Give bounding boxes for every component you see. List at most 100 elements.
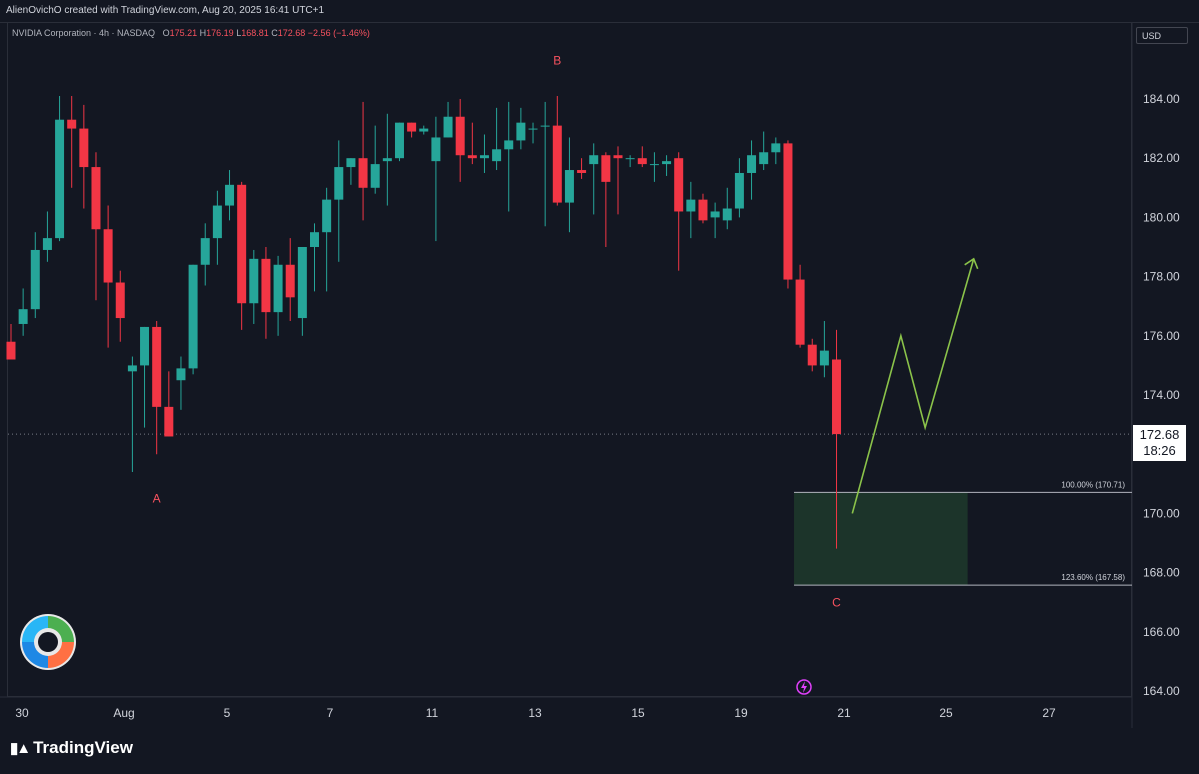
candle-body[interactable] — [334, 167, 344, 200]
candle-body[interactable] — [504, 140, 514, 150]
candle-body[interactable] — [407, 122, 417, 132]
candle-body[interactable] — [261, 258, 271, 313]
candle-body[interactable] — [528, 128, 538, 130]
candle-body[interactable] — [747, 155, 757, 173]
change-value: −2.56 (−1.46%) — [307, 28, 370, 38]
candle-body[interactable] — [273, 264, 283, 313]
candle-body[interactable] — [115, 282, 125, 319]
candle-body[interactable] — [18, 309, 28, 324]
x-tick-label: 13 — [528, 706, 542, 720]
candle-body[interactable] — [674, 158, 684, 212]
projection-path-line[interactable] — [851, 258, 975, 514]
candle-body[interactable] — [819, 350, 829, 366]
candle-body[interactable] — [686, 199, 696, 212]
tradingview-brand[interactable]: ▮▲ TradingView — [10, 738, 133, 758]
candle-body[interactable] — [152, 326, 162, 407]
x-tick-label: 19 — [734, 706, 748, 720]
candle-body[interactable] — [55, 119, 65, 239]
candle-body[interactable] — [419, 128, 429, 132]
candle-body[interactable] — [564, 170, 574, 203]
close-value: 172.68 — [277, 28, 306, 38]
candle-body[interactable] — [394, 122, 404, 159]
candle-body[interactable] — [42, 238, 52, 250]
candle-body[interactable] — [103, 229, 113, 283]
candle-body[interactable] — [613, 155, 623, 159]
candle-body[interactable] — [649, 164, 659, 166]
candle-body[interactable] — [552, 125, 562, 203]
candle-body[interactable] — [698, 199, 708, 221]
currency-button[interactable]: USD — [1136, 27, 1188, 44]
bar-countdown: 18:26 — [1143, 443, 1176, 458]
candle-body[interactable] — [30, 249, 40, 310]
candle-body[interactable] — [346, 158, 356, 168]
candle-body[interactable] — [455, 116, 465, 156]
candle-body[interactable] — [225, 184, 235, 206]
candle-body[interactable] — [176, 368, 186, 381]
candle-body[interactable] — [164, 406, 174, 437]
candle-body[interactable] — [734, 172, 744, 209]
candle-body[interactable] — [443, 116, 453, 138]
candle-body[interactable] — [249, 258, 259, 304]
candle-body[interactable] — [382, 158, 392, 162]
candle-body[interactable] — [662, 161, 672, 165]
candle-body[interactable] — [771, 143, 781, 153]
candle-body[interactable] — [807, 344, 817, 366]
lightning-event-icon[interactable] — [794, 678, 814, 696]
candle-body[interactable] — [516, 122, 526, 141]
wave-label[interactable]: A — [153, 492, 161, 506]
current-price-badge: 172.68 18:26 — [1133, 425, 1186, 461]
y-tick-label: 176.00 — [1143, 329, 1180, 343]
symbol-legend: NVIDIA Corporation · 4h · NASDAQ O175.21… — [12, 28, 370, 38]
footer-bar — [0, 728, 1199, 774]
candle-body[interactable] — [479, 155, 489, 159]
x-tick-label: 5 — [224, 706, 231, 720]
candle-body[interactable] — [140, 326, 150, 366]
candle-body[interactable] — [832, 359, 842, 435]
candle-body[interactable] — [237, 184, 247, 304]
candle-body[interactable] — [492, 149, 502, 162]
candle-body[interactable] — [637, 158, 647, 165]
x-tick-label: 7 — [327, 706, 334, 720]
candle-body[interactable] — [710, 211, 720, 218]
candle-body[interactable] — [6, 341, 16, 360]
candle-body[interactable] — [188, 264, 198, 369]
candle-body[interactable] — [297, 247, 307, 319]
candle-body[interactable] — [795, 279, 805, 345]
candle-body[interactable] — [91, 167, 101, 230]
candle-body[interactable] — [285, 264, 295, 298]
symbol-title[interactable]: NVIDIA Corporation · 4h · NASDAQ — [12, 28, 156, 38]
candle-body[interactable] — [589, 155, 599, 165]
candle-body[interactable] — [431, 137, 441, 162]
wave-label[interactable]: B — [553, 53, 561, 67]
low-value: 168.81 — [241, 28, 269, 38]
candle-body[interactable] — [322, 199, 332, 233]
candle-body[interactable] — [467, 155, 477, 159]
target-zone-rect[interactable] — [794, 492, 968, 586]
candle-body[interactable] — [540, 125, 550, 127]
wave-label[interactable]: C — [832, 595, 841, 609]
y-tick-label: 184.00 — [1143, 92, 1180, 106]
brand-text: TradingView — [33, 738, 133, 757]
candle-body[interactable] — [127, 365, 137, 372]
y-tick-label: 178.00 — [1143, 270, 1180, 284]
candle-body[interactable] — [601, 155, 611, 182]
current-price-value: 172.68 — [1139, 427, 1180, 442]
candle-body[interactable] — [200, 238, 210, 265]
candle-body[interactable] — [310, 232, 319, 247]
y-tick-label: 170.00 — [1143, 506, 1180, 520]
candle-body[interactable] — [625, 158, 635, 160]
candle-body[interactable] — [67, 119, 77, 129]
close-label: C — [271, 28, 278, 38]
candle-body[interactable] — [722, 208, 732, 221]
tradingview-logo-icon: ▮▲ — [10, 740, 31, 757]
low-label: L — [236, 28, 242, 38]
candle-body[interactable] — [783, 143, 793, 280]
candle-body[interactable] — [212, 205, 222, 239]
x-tick-label: 15 — [631, 706, 645, 720]
candle-body[interactable] — [759, 152, 769, 165]
candle-body[interactable] — [370, 164, 380, 188]
candle-body[interactable] — [79, 128, 89, 168]
candle-body[interactable] — [577, 170, 587, 173]
candle-body[interactable] — [358, 158, 368, 188]
